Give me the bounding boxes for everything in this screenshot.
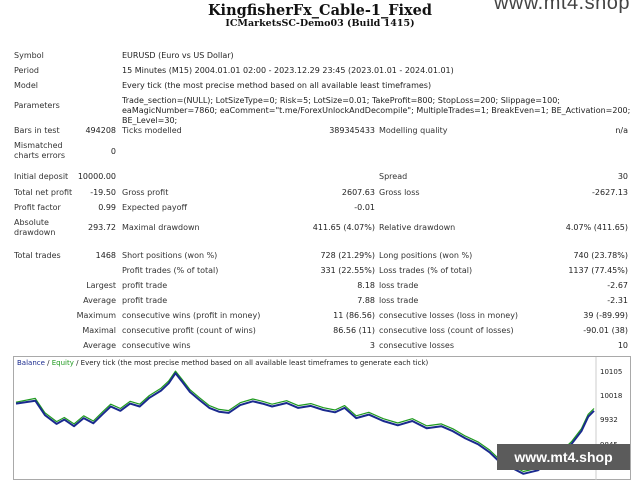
mismatched-label: Mismatched charts errors	[14, 141, 66, 160]
maximal-label: Maximal	[82, 326, 116, 335]
report-subtitle: ICMarketsSC-Demo03 (Build 1415)	[225, 18, 415, 29]
net-profit-value: -19.50	[90, 188, 116, 197]
largest-label: Largest	[86, 281, 116, 290]
average-consecutive-wins-label: consecutive wins	[122, 341, 191, 350]
spread-value: 30	[617, 172, 628, 181]
absolute-drawdown-value: 293.72	[88, 223, 116, 232]
y-tick-label: 10018	[600, 392, 623, 400]
quality-value: n/a	[615, 126, 628, 135]
legend-balance: Balance	[17, 359, 45, 367]
absolute-drawdown-label: Absolute drawdown	[14, 218, 56, 237]
average-consecutive-label: Average	[83, 341, 116, 350]
maximal-drawdown-label: Maximal drawdown	[122, 223, 200, 232]
legend-description: / Every tick (the most precise method ba…	[73, 359, 429, 367]
model-value: Every tick (the most precise method base…	[122, 81, 432, 90]
maximal-consecutive-profit-value: 86.56 (11)	[333, 326, 375, 335]
relative-drawdown-value: 4.07% (411.65)	[565, 223, 628, 232]
relative-drawdown-label: Relative drawdown	[379, 223, 456, 232]
profit-trades-label: Profit trades (% of total)	[122, 266, 219, 275]
deposit-label: Initial deposit	[14, 172, 69, 181]
largest-loss-value: -2.67	[607, 281, 628, 290]
largest-profit-value: 8.18	[357, 281, 375, 290]
period-label: Period	[14, 66, 39, 75]
period-value: 15 Minutes (M15) 2004.01.01 02:00 - 2023…	[122, 66, 454, 75]
gross-profit-value: 2607.63	[341, 188, 375, 197]
maximal-consecutive-loss-label: consecutive loss (count of losses)	[379, 326, 514, 335]
y-tick-label: 9932	[600, 416, 618, 424]
gross-loss-label: Gross loss	[379, 188, 420, 197]
average-loss-label: loss trade	[379, 296, 419, 305]
average-consecutive-losses-value: 10	[617, 341, 628, 350]
gross-loss-value: -2627.13	[592, 188, 628, 197]
expected-payoff-label: Expected payoff	[122, 203, 187, 212]
profit-factor-value: 0.99	[98, 203, 116, 212]
loss-trades-label: Loss trades (% of total)	[379, 266, 473, 275]
bars-label: Bars in test	[14, 126, 60, 135]
maximum-label: Maximum	[76, 311, 116, 320]
largest-profit-label: profit trade	[122, 281, 168, 290]
bars-value: 494208	[85, 126, 116, 135]
short-positions-value: 728 (21.29%)	[320, 251, 375, 260]
profit-trades-value: 331 (22.55%)	[320, 266, 375, 275]
gross-profit-label: Gross profit	[122, 188, 169, 197]
model-label: Model	[14, 81, 39, 90]
total-trades-value: 1468	[95, 251, 116, 260]
net-profit-label: Total net profit	[14, 188, 73, 197]
symbol-label: Symbol	[14, 51, 44, 60]
max-consecutive-wins-label: consecutive wins (profit in money)	[122, 311, 261, 320]
max-consecutive-losses-label: consecutive losses (loss in money)	[379, 311, 519, 320]
ticks-value: 389345433	[329, 126, 375, 135]
loss-trades-value: 1137 (77.45%)	[568, 266, 628, 275]
mismatched-value: 0	[110, 147, 116, 156]
average-consecutive-losses-label: consecutive losses	[379, 341, 455, 350]
profit-factor-label: Profit factor	[14, 203, 61, 212]
symbol-value: EURUSD (Euro vs US Dollar)	[122, 51, 234, 60]
y-tick-label: 10105	[600, 368, 623, 376]
maximal-consecutive-profit-label: consecutive profit (count of wins)	[122, 326, 256, 335]
deposit-value: 10000.00	[77, 172, 116, 181]
max-consecutive-wins-value: 11 (86.56)	[333, 311, 375, 320]
watermark-top: www.mt4.shop	[493, 0, 630, 14]
long-positions-label: Long positions (won %)	[379, 251, 473, 260]
spread-label: Spread	[379, 172, 408, 181]
parameters-label: Parameters	[14, 101, 60, 110]
parameters-value: Trade_section=(NULL); LotSizeType=0; Ris…	[122, 96, 631, 125]
legend-separator: /	[44, 359, 52, 367]
average-loss-value: -2.31	[607, 296, 628, 305]
maximal-drawdown-value: 411.65 (4.07%)	[312, 223, 375, 232]
watermark-badge: www.mt4.shop	[497, 444, 630, 470]
chart-legend: Balance / Equity / Every tick (the most …	[17, 359, 428, 367]
legend-equity: Equity	[51, 359, 74, 367]
ticks-label: Ticks modelled	[122, 126, 182, 135]
largest-loss-label: loss trade	[379, 281, 419, 290]
average-profit-value: 7.88	[357, 296, 375, 305]
report-title: KingfisherFx_Cable-1_Fixed	[207, 2, 433, 19]
maximal-consecutive-loss-value: -90.01 (38)	[583, 326, 628, 335]
max-consecutive-losses-value: 39 (-89.99)	[583, 311, 628, 320]
expected-payoff-value: -0.01	[354, 203, 375, 212]
average-label: Average	[83, 296, 116, 305]
average-consecutive-wins-value: 3	[369, 341, 375, 350]
short-positions-label: Short positions (won %)	[122, 251, 218, 260]
quality-label: Modelling quality	[379, 126, 448, 135]
total-trades-label: Total trades	[14, 251, 61, 260]
average-profit-label: profit trade	[122, 296, 168, 305]
long-positions-value: 740 (23.78%)	[573, 251, 628, 260]
